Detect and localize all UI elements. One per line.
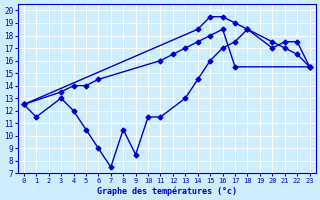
X-axis label: Graphe des températures (°c): Graphe des températures (°c) [97,186,237,196]
